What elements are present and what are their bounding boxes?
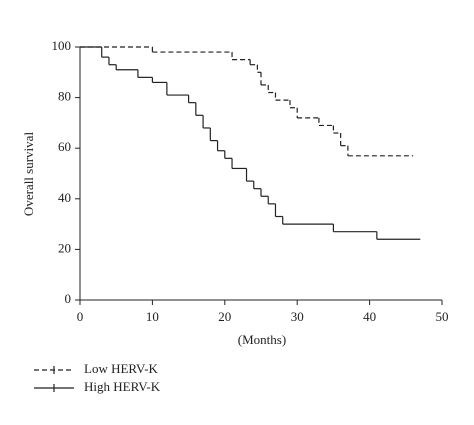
legend-label: Low HERV-K: [84, 361, 159, 376]
y-tick-label: 0: [65, 291, 72, 306]
x-tick-label: 10: [146, 309, 159, 324]
x-tick-label: 50: [436, 309, 449, 324]
x-tick-label: 20: [218, 309, 231, 324]
y-tick-label: 80: [58, 89, 71, 104]
legend-label: High HERV-K: [84, 379, 161, 394]
y-tick-label: 100: [52, 38, 72, 53]
x-axis-label: (Months): [238, 332, 286, 347]
y-tick-label: 60: [58, 139, 71, 154]
y-axis-label: Overall survival: [21, 132, 36, 217]
x-tick-label: 40: [363, 309, 376, 324]
x-tick-label: 0: [77, 309, 84, 324]
y-tick-label: 40: [58, 190, 71, 205]
x-tick-label: 30: [291, 309, 304, 324]
y-tick-label: 20: [58, 240, 71, 255]
